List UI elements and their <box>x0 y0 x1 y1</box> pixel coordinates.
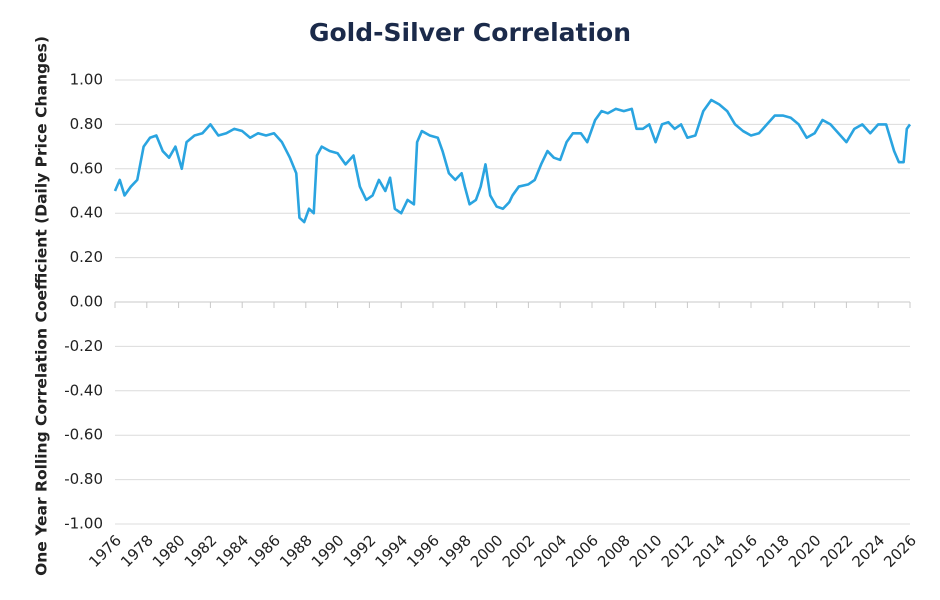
x-tick-label: 1990 <box>308 531 348 571</box>
y-tick-label: 0.20 <box>70 248 103 266</box>
y-tick-label: -1.00 <box>64 515 103 533</box>
x-tick-label: 1986 <box>244 531 284 571</box>
y-axis-label: One Year Rolling Correlation Coefficient… <box>33 36 51 576</box>
x-tick-label: 1978 <box>117 531 157 571</box>
x-tick-label: 2024 <box>848 531 888 571</box>
y-tick-label: -0.60 <box>64 426 103 444</box>
x-tick-label: 2026 <box>880 531 920 571</box>
x-tick-label: 2020 <box>785 531 825 571</box>
y-tick-label: -0.80 <box>64 470 103 488</box>
x-tick-label: 2012 <box>658 531 698 571</box>
x-tick-label: 2014 <box>689 531 729 571</box>
data-line <box>113 98 912 224</box>
x-tick-label: 2010 <box>626 531 666 571</box>
x-tick-label: 1982 <box>181 531 221 571</box>
x-tick-label: 1988 <box>276 531 316 571</box>
y-tick-label: 0.00 <box>70 293 103 311</box>
x-tick-label: 2006 <box>562 531 602 571</box>
x-tick-label: 2000 <box>467 531 507 571</box>
x-tick-label: 1996 <box>403 531 443 571</box>
x-tick-label: 2002 <box>499 531 539 571</box>
x-tick-label: 2022 <box>817 531 857 571</box>
x-tick-label: 1994 <box>371 531 411 571</box>
x-tick-label: 2004 <box>530 531 570 571</box>
x-tick-label: 1998 <box>435 531 475 571</box>
y-tick-label: -0.40 <box>64 381 103 399</box>
y-tick-label: 0.60 <box>70 159 103 177</box>
x-tick-label: 2016 <box>721 531 761 571</box>
y-tick-label: -0.20 <box>64 337 103 355</box>
chart-title: Gold-Silver Correlation <box>309 18 631 47</box>
x-tick-label: 1984 <box>212 531 252 571</box>
y-tick-label: 0.40 <box>70 204 103 222</box>
x-tick-label: 1992 <box>340 531 380 571</box>
x-tick-label: 2018 <box>753 531 793 571</box>
x-tick-label: 2008 <box>594 531 634 571</box>
x-tick-label: 1976 <box>85 531 125 571</box>
x-tick-label: 1980 <box>149 531 189 571</box>
y-tick-label: 1.00 <box>70 71 103 89</box>
y-tick-label: 0.80 <box>70 115 103 133</box>
